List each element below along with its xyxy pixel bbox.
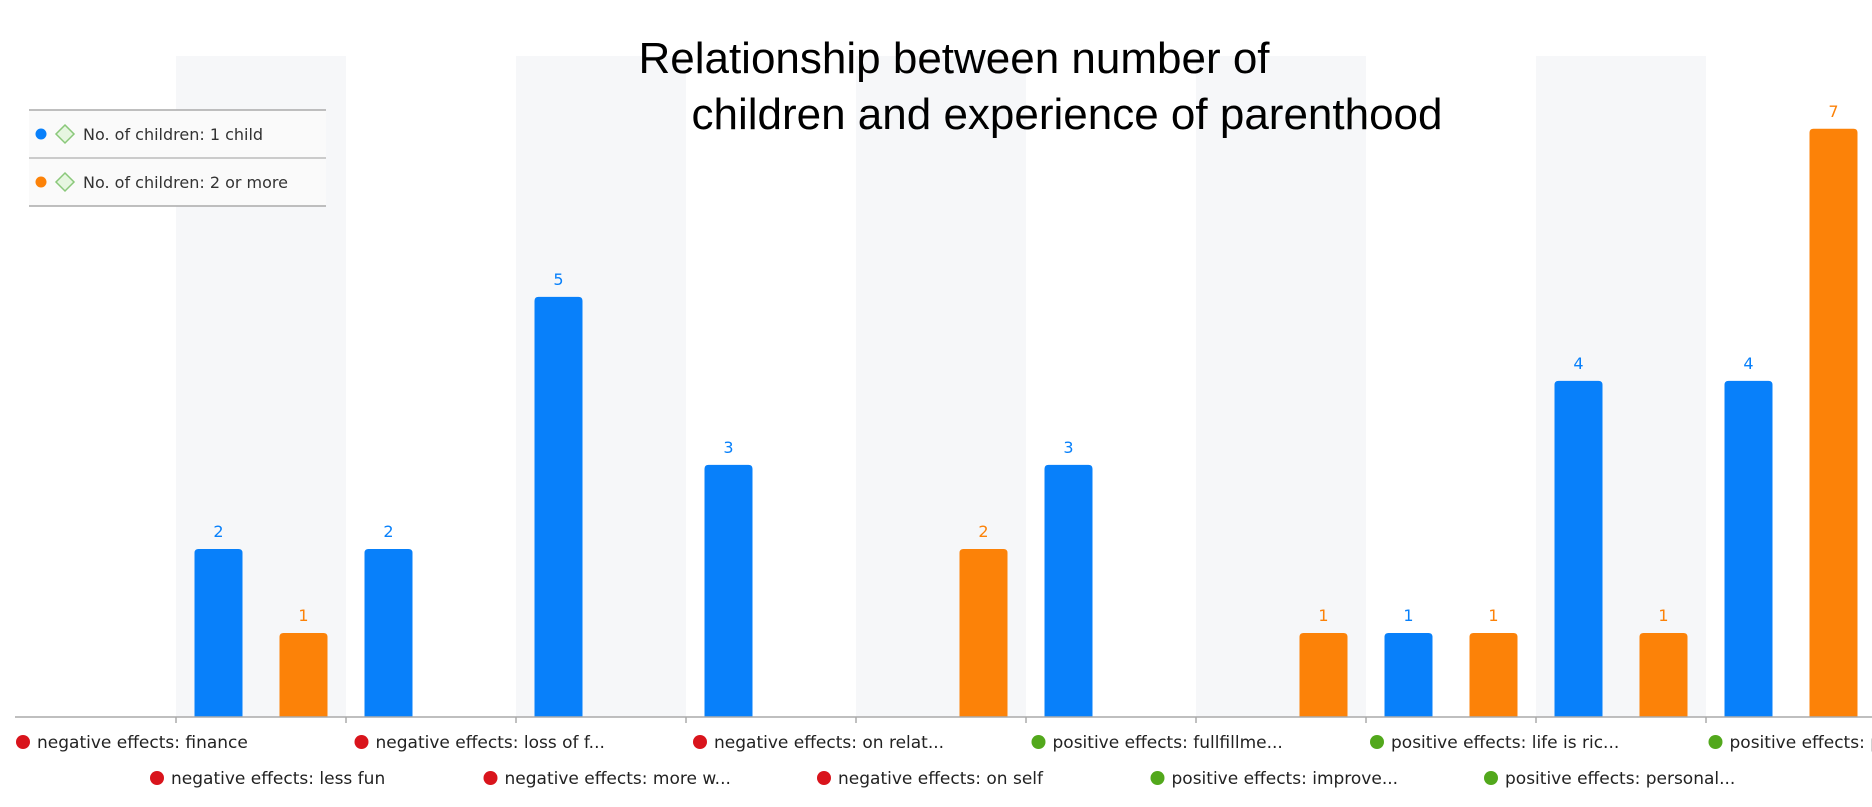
legend-diamond-icon [54,123,76,145]
category-dot-icon [1708,735,1723,749]
value-label: 3 [1063,438,1073,457]
value-label: 1 [1403,606,1413,625]
bar-two-or-more-8[interactable] [1639,632,1688,717]
category-dot-icon [150,771,164,785]
chart-title-line-2: children and experience of parenthood [692,90,1443,139]
chart-title-line-1: Relationship between number of [638,34,1270,83]
bar-two-or-more-7[interactable] [1469,632,1518,717]
value-label: 1 [298,606,308,625]
category-dot-icon [16,735,30,749]
value-label: 1 [1318,606,1328,625]
category-label-text: positive effects: life is ric... [1391,733,1619,753]
value-label: 5 [553,270,563,289]
value-label: 4 [1743,354,1753,373]
legend-dot-icon [35,176,47,188]
category-dot-icon [817,771,831,785]
bar-two-or-more-0[interactable] [279,632,328,717]
category-band [1196,56,1366,717]
category-dot-icon [693,735,707,749]
bar-two-or-more-9[interactable] [1809,128,1858,718]
category-dot-icon [1370,735,1384,749]
category-label-0: negative effects: finance [16,733,248,753]
category-label-text: negative effects: finance [37,733,248,753]
value-label: 3 [723,438,733,457]
value-label: 1 [1488,606,1498,625]
category-dot-icon [1150,771,1165,785]
category-label-4: negative effects: on relat... [693,733,944,753]
bar-two-or-more-4[interactable] [959,548,1008,717]
category-label-5: negative effects: on self [817,769,1044,789]
bar-one-child-3[interactable] [704,464,753,717]
category-label-2: negative effects: loss of f... [354,733,605,753]
category-label-text: positive effects: fullfillme... [1053,733,1283,753]
category-label-7: positive effects: improve... [1150,769,1399,789]
category-label-1: negative effects: less fun [150,769,385,789]
category-label-3: negative effects: more w... [483,769,731,789]
value-label: 1 [1658,606,1668,625]
bar-one-child-2[interactable] [534,296,583,717]
x-axis-ticks [175,717,1707,723]
category-dot-icon [1031,735,1046,749]
category-label-6: positive effects: fullfillme... [1031,733,1283,753]
legend-diamond-icon [54,171,76,193]
legend-label: No. of children: 1 child [83,125,263,144]
bar-series-group [194,128,1858,718]
value-label: 4 [1573,354,1583,373]
legend-item-2-or-more[interactable]: No. of children: 2 or more [35,171,289,193]
category-label-text: negative effects: on relat... [714,733,944,753]
bar-one-child-0[interactable] [194,548,243,717]
category-dot-icon [354,735,369,749]
category-label-8: positive effects: life is ric... [1370,733,1619,753]
category-label-9: positive effects: personal... [1484,769,1735,789]
category-label-text: negative effects: loss of f... [376,733,605,753]
category-dot-icon [1484,771,1498,785]
legend-dot-icon [35,128,47,140]
bar-one-child-1[interactable] [364,548,413,717]
value-label: 2 [383,522,393,541]
bar-one-child-7[interactable] [1384,632,1433,717]
category-label-text: positive effects: positive... [1730,733,1872,753]
category-label-text: negative effects: more w... [505,769,731,789]
category-label-text: positive effects: improve... [1172,769,1399,789]
value-labels-group: 2 2 5 3 3 1 4 4 1 2 1 1 1 7 [213,102,1838,625]
bar-one-child-5[interactable] [1044,464,1093,717]
value-label: 2 [978,522,988,541]
bar-one-child-8[interactable] [1554,380,1603,717]
value-label: 2 [213,522,223,541]
legend: No. of children: 1 child No. of children… [29,109,326,207]
category-label-10: positive effects: positive... [1708,733,1872,753]
category-labels-group: negative effects: finance negative effect… [16,733,1872,789]
category-label-text: negative effects: less fun [171,769,385,789]
category-label-text: negative effects: on self [838,769,1044,789]
bar-two-or-more-6[interactable] [1299,632,1348,717]
category-dot-icon [483,771,498,785]
legend-label: No. of children: 2 or more [83,173,288,192]
alternating-category-bands [176,56,1706,717]
bar-one-child-9[interactable] [1724,380,1773,717]
legend-item-1-child[interactable]: No. of children: 1 child [35,123,264,145]
value-label: 7 [1828,102,1838,121]
category-label-text: positive effects: personal... [1505,769,1735,789]
